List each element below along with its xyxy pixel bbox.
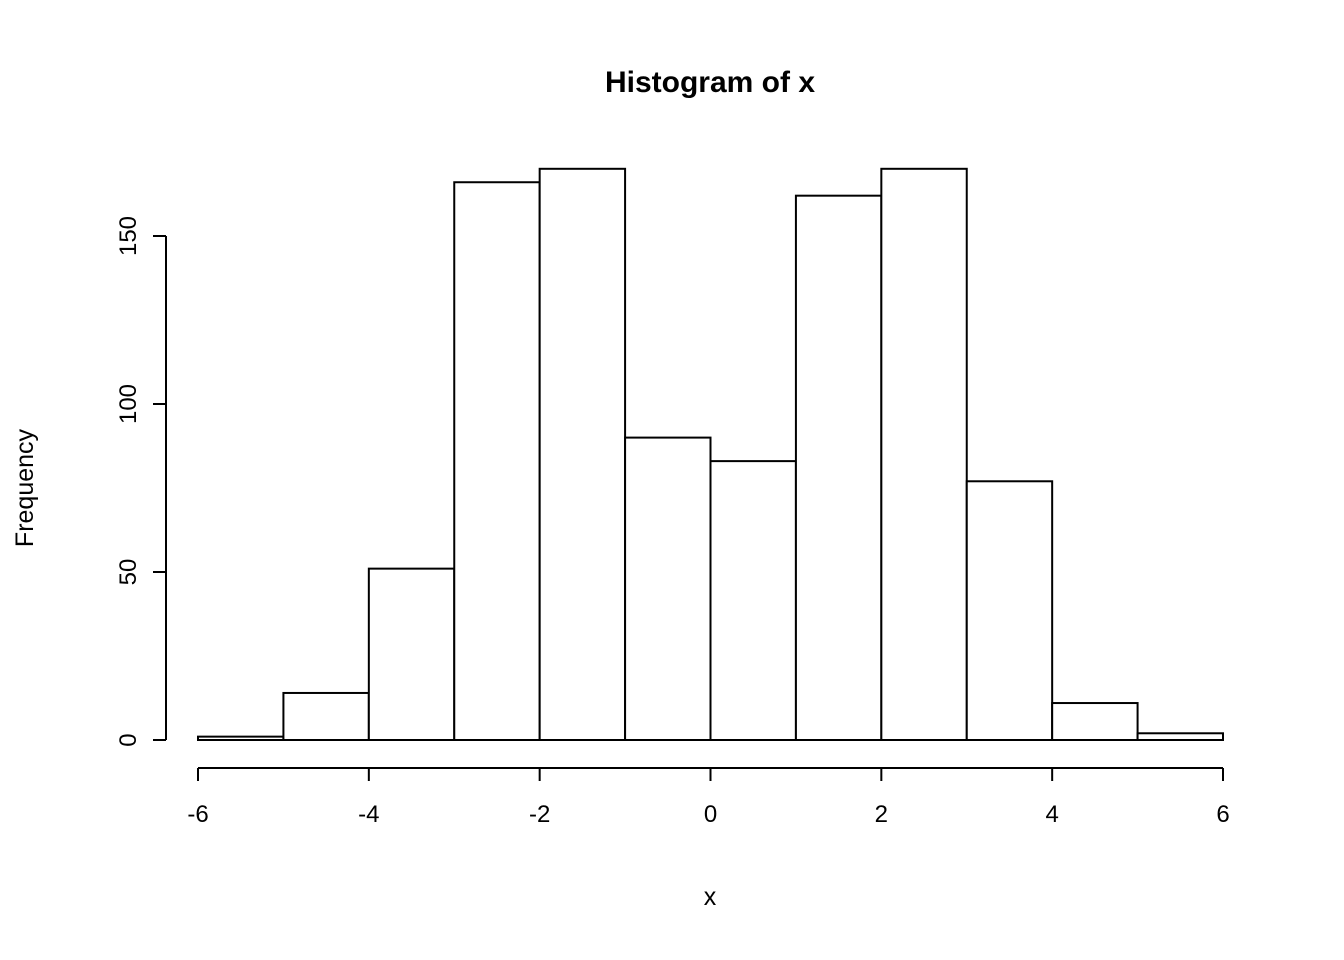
plot-title: Histogram of x xyxy=(605,66,815,99)
x-tick-label: -2 xyxy=(529,801,550,828)
histogram-bar xyxy=(1051,702,1139,741)
histogram-bar xyxy=(709,460,797,741)
x-axis: -6 -4 -2 0 2 4 6 xyxy=(187,767,1230,828)
histogram-bar xyxy=(197,735,285,742)
histogram-bar xyxy=(538,167,627,742)
histogram-bar xyxy=(282,691,370,742)
y-tick-label: 150 xyxy=(115,216,142,256)
histogram-bar xyxy=(965,480,1054,741)
histogram-bar xyxy=(453,181,541,742)
histogram-bar xyxy=(1136,732,1225,742)
x-tick-label: 4 xyxy=(1045,801,1058,828)
x-tick-label: 6 xyxy=(1216,801,1229,828)
y-axis-label: Frequency xyxy=(11,428,39,547)
histogram-bar xyxy=(624,436,712,741)
y-axis: 0 50 100 150 xyxy=(115,216,167,747)
histogram-bar xyxy=(794,194,883,741)
y-tick-label: 0 xyxy=(115,733,142,746)
x-tick-label: -6 xyxy=(187,801,208,828)
histogram-bar xyxy=(880,167,968,742)
x-axis-label: x xyxy=(704,883,717,911)
y-tick-label: 100 xyxy=(115,384,142,424)
y-tick-label: 50 xyxy=(115,559,142,586)
histogram-bar xyxy=(367,567,456,742)
x-tick-label: -4 xyxy=(358,801,379,828)
bars xyxy=(197,167,1225,742)
x-tick-label: 2 xyxy=(875,801,888,828)
x-tick-label: 0 xyxy=(704,801,717,828)
